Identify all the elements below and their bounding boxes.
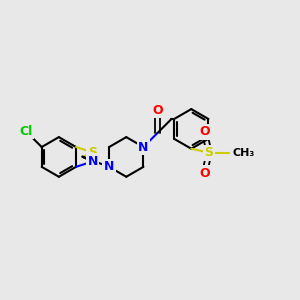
Text: O: O (200, 167, 211, 180)
Text: N: N (87, 155, 98, 168)
Text: S: S (205, 146, 214, 159)
Text: O: O (152, 104, 163, 117)
Text: S: S (88, 146, 97, 159)
Text: Cl: Cl (19, 125, 32, 138)
Text: N: N (138, 140, 148, 154)
Text: CH₃: CH₃ (233, 148, 255, 158)
Text: O: O (200, 125, 211, 138)
Text: N: N (104, 160, 114, 173)
